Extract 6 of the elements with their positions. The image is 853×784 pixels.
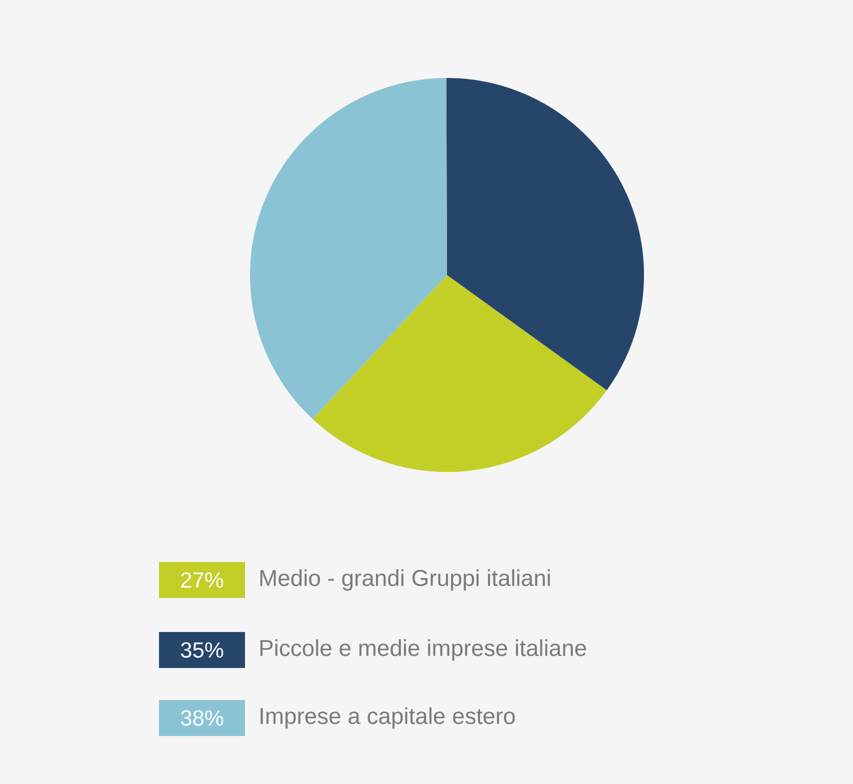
legend-label: Imprese a capitale estero (260, 707, 515, 729)
legend-label: Piccole e medie imprese italiane (260, 639, 586, 661)
data-label: 27% (181, 572, 224, 588)
legend-label: Medio - grandi Gruppi italiani (260, 569, 550, 591)
data-label: 38% (180, 710, 224, 726)
data-label: 35% (180, 642, 224, 658)
